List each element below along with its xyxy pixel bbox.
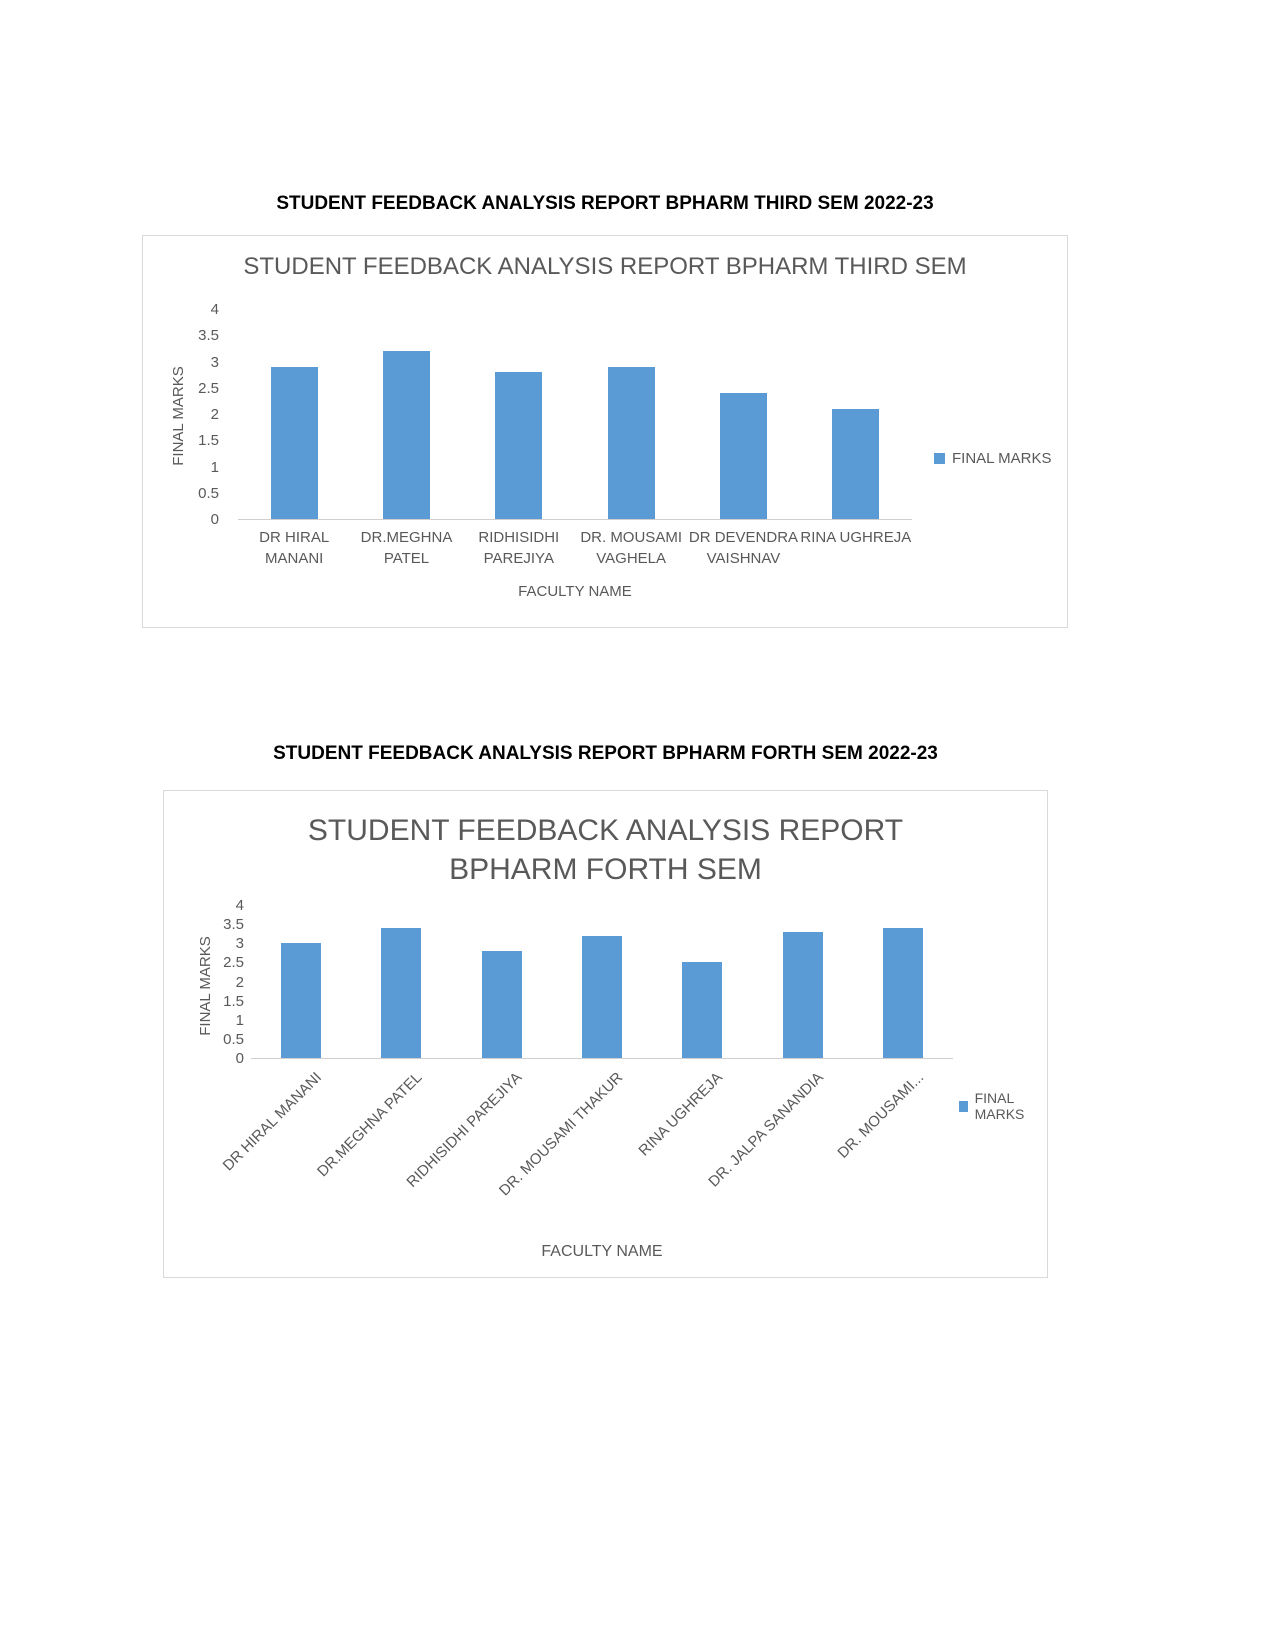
y-tick-label: 2.5 (198, 379, 219, 397)
x-category-label: DR. MOUSAMI... (834, 1069, 927, 1162)
y-tick-label: 1 (235, 1011, 244, 1029)
y-tick-label: 0.5 (223, 1030, 244, 1048)
legend-label: FINAL MARKS (952, 450, 1052, 467)
bar-rina-ughreja (682, 962, 723, 1058)
bar-dr-mousami-thakur (582, 935, 622, 1058)
y-tick-label: 2.5 (223, 954, 244, 972)
legend: FINAL MARKS (934, 450, 1051, 467)
x-category-label: DR.MEGHNA PATEL (314, 1069, 426, 1181)
plot-area (238, 310, 912, 520)
x-category-label-line: DR HIRAL (259, 529, 330, 546)
bar-rina-ughreja (832, 408, 880, 519)
x-category-label-line: PATEL (383, 550, 430, 567)
y-tick-label: 2 (210, 406, 219, 423)
y-tick-label: 0 (235, 1050, 244, 1067)
legend-label: FINAL MARKS (974, 1090, 1025, 1122)
x-category-label: RIDHISIDHI PAREJIYA (403, 1069, 526, 1191)
chart-title: STUDENT FEEDBACK ANALYSIS REPORT BPHARM … (143, 252, 1067, 282)
bar-dr-mousami-vaghela (607, 366, 655, 519)
y-axis-ticks: 4 3.5 3 2.5 2 1.5 1 0.5 0 (143, 236, 1067, 627)
y-tick-label: 4 (210, 301, 219, 318)
x-category-label: DR HIRAL MANANI (238, 527, 350, 569)
bar-dr-meghna-patel (381, 927, 422, 1058)
legend-swatch-icon (934, 453, 945, 464)
chart-title-line: STUDENT FEEDBACK ANALYSIS REPORT BPHARM … (243, 253, 967, 280)
legend-swatch-icon (959, 1100, 968, 1112)
y-axis-ticks: 4 3.5 3 2.5 2 1.5 1 0.5 0 (164, 791, 1047, 1277)
x-category-label-line: RINA UGHREJA (800, 529, 912, 546)
y-tick-label: 1.5 (198, 432, 219, 450)
bar-dr-hiral-manani (281, 943, 322, 1058)
x-category-label-line: DR DEVENDRA (688, 529, 799, 546)
y-tick-label: 3.5 (198, 327, 219, 345)
plot-area (251, 906, 953, 1059)
chart-title-line: BPHARM FORTH SEM (449, 853, 762, 886)
chart-title-line: STUDENT FEEDBACK ANALYSIS REPORT (307, 814, 904, 847)
y-tick-label: 3.5 (223, 916, 244, 934)
x-category-label: RIDHISIDHI PAREJIYA (463, 527, 575, 569)
section-heading-forth-sem: STUDENT FEEDBACK ANALYSIS REPORT BPHARM … (273, 743, 938, 764)
x-category-label-line: PAREJIYA (483, 550, 554, 567)
y-tick-label: 0.5 (198, 484, 219, 502)
y-tick-label: 3 (210, 353, 219, 371)
chart-title: STUDENT FEEDBACK ANALYSIS REPORT BPHARM F… (164, 811, 1047, 889)
bar-ridhisidhi-parejiya (481, 950, 522, 1058)
x-category-label: RINA UGHREJA (635, 1069, 727, 1160)
y-tick-label: 1 (210, 458, 219, 476)
x-category-label: DR.MEGHNA PATEL (350, 527, 462, 569)
x-category-label: RINA UGHREJA (800, 527, 912, 569)
x-category-label: DR. JALPA SANANDIA (705, 1069, 827, 1191)
bar-dr-mousami- (882, 927, 923, 1058)
bar-dr-hiral-manani (270, 366, 318, 519)
x-axis-labels: DR HIRAL MANANI DR.MEGHNA PATEL RIDHISIDHI… (220, 1063, 953, 1223)
y-tick-label: 3 (235, 935, 244, 953)
y-tick-label: 1.5 (223, 992, 244, 1010)
legend: FINAL MARKS (959, 1090, 1047, 1122)
chart-third-sem: STUDENT FEEDBACK ANALYSIS REPORT BPHARM … (142, 235, 1068, 628)
y-tick-label: 0 (210, 511, 219, 528)
x-axis-labels: DR HIRAL MANANI DR.MEGHNA PATEL RIDHISIDHI PA… (238, 527, 912, 569)
x-axis-title: FACULTY NAME (541, 1243, 663, 1260)
bar-dr-jalpa-sanandia (782, 931, 823, 1058)
x-axis-title: FACULTY NAME (518, 583, 632, 600)
chart-forth-sem: STUDENT FEEDBACK ANALYSIS REPORT BPHARM F… (163, 790, 1048, 1278)
bar-dr-meghna-patel (383, 351, 430, 519)
x-category-label-line: DR. MOUSAMI (580, 529, 682, 546)
section-heading-third-sem: STUDENT FEEDBACK ANALYSIS REPORT BPHARM … (276, 193, 934, 214)
x-category-label-line: VAGHELA (596, 550, 667, 567)
bar-dr-devendra-vaishnav (720, 393, 767, 519)
x-category-label: DR. MOUSAMI VAGHELA (575, 527, 687, 569)
x-category-label-line: DR.MEGHNA (360, 529, 453, 546)
y-tick-label: 2 (235, 973, 244, 991)
x-category-label-line: MANANI (264, 550, 324, 567)
x-category-label: DR DEVENDRA VAISHNAV (687, 527, 799, 569)
y-tick-label: 4 (235, 897, 244, 914)
x-category-label-line: VAISHNAV (706, 550, 781, 567)
bar-ridhisidhi-parejiya (495, 372, 543, 519)
x-category-label-line: RIDHISIDHI (478, 529, 560, 546)
